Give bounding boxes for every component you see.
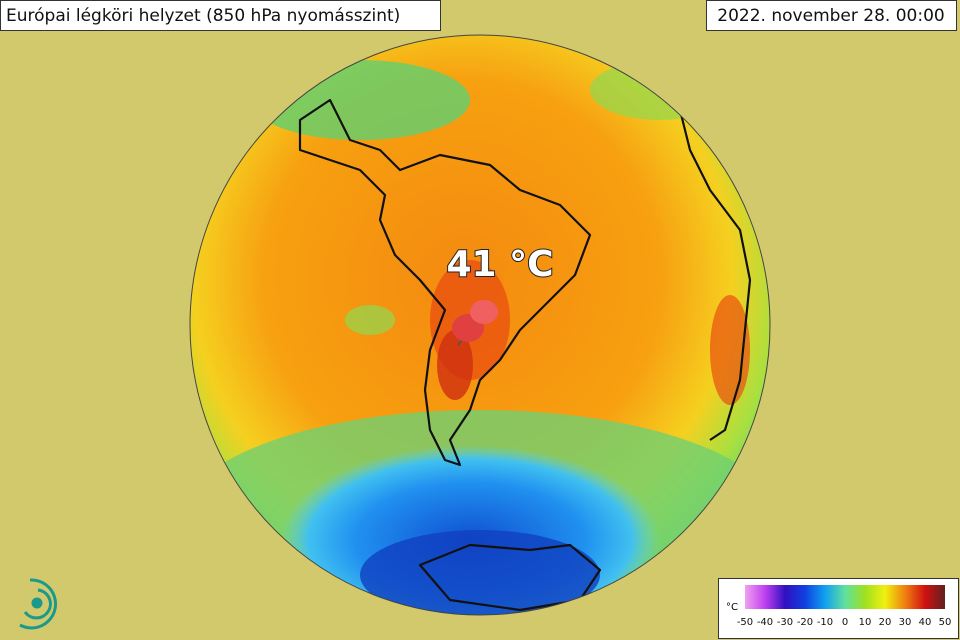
legend-tick-label: -10 xyxy=(817,617,833,628)
date-box xyxy=(706,0,957,31)
legend-tick-label: -40 xyxy=(757,617,773,628)
legend-unit: °C xyxy=(726,602,738,613)
date: 2022. november 28. 00:00 xyxy=(717,6,944,26)
legend-tick-label: -50 xyxy=(737,617,753,628)
legend-tick-label: 0 xyxy=(842,617,848,628)
legend-tick-label: 50 xyxy=(939,617,952,628)
globe-edge xyxy=(189,34,771,616)
legend-tick-label: -20 xyxy=(797,617,813,628)
legend-tick-label: 30 xyxy=(899,617,912,628)
legend-tick-label: -30 xyxy=(777,617,793,628)
title: Európai légköri helyzet (850 hPa nyomáss… xyxy=(6,6,400,26)
legend: °C -50 -40 -30 -20 -10 0 10 20 30 40 50 xyxy=(718,578,959,639)
legend-tick-label: 20 xyxy=(879,617,892,628)
title-box xyxy=(0,0,441,31)
pin xyxy=(452,300,498,346)
legend-tick-label: 40 xyxy=(919,617,932,628)
logo xyxy=(19,578,57,630)
color-bar xyxy=(745,585,945,609)
temperature-label: 41 °C xyxy=(446,244,553,285)
legend-tick-label: 10 xyxy=(859,617,872,628)
